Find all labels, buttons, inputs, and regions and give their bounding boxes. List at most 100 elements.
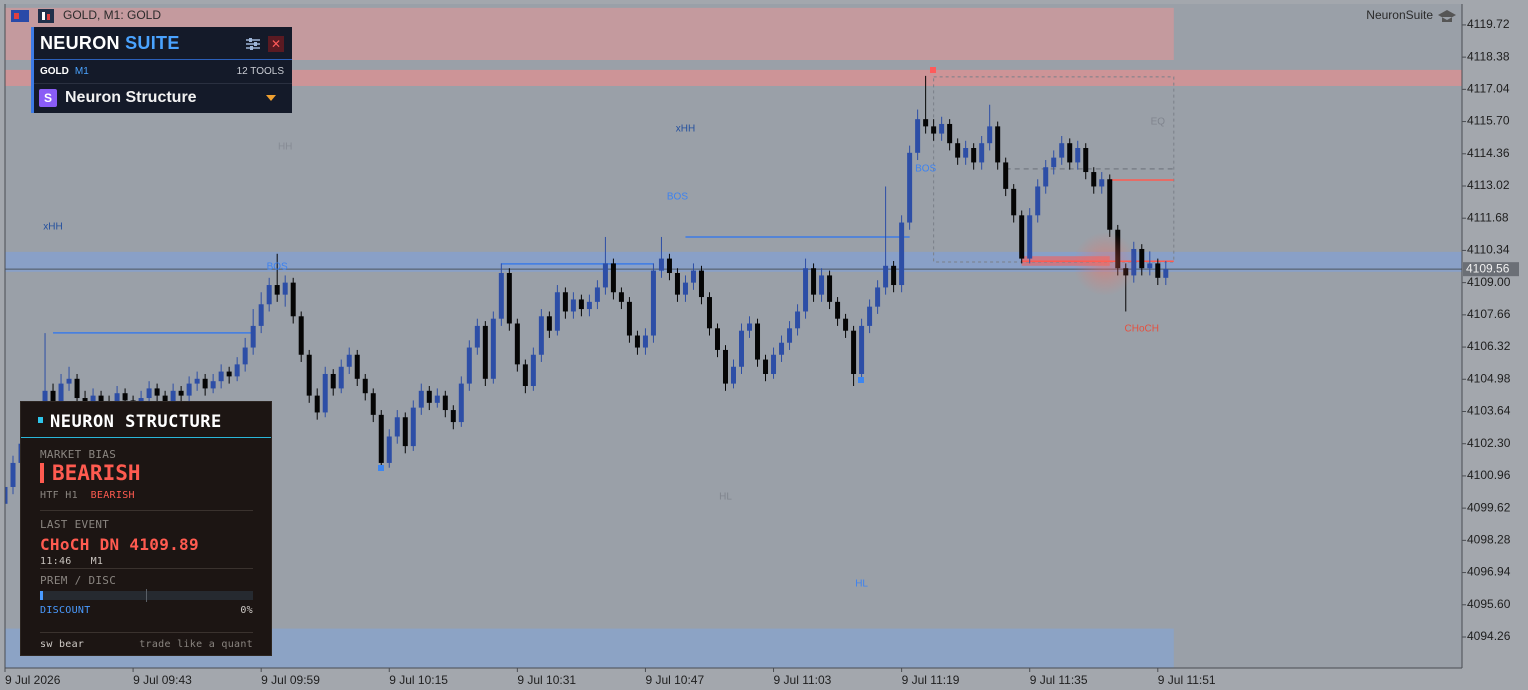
candle-body (458, 383, 464, 423)
candle-body (298, 316, 304, 355)
candle-body (827, 275, 833, 302)
candle-body (1011, 188, 1017, 216)
bias-row: BEARISH (40, 461, 141, 485)
equilibrium-box (933, 76, 1175, 263)
candle-body (562, 292, 568, 312)
candle-body (202, 378, 208, 389)
candle-body (682, 282, 688, 295)
event-meta: 11:46 M1 (40, 556, 103, 567)
y-tick-label: 4104.98 (1467, 371, 1511, 385)
candle-body (1075, 148, 1081, 163)
candle-body (546, 316, 552, 331)
price-tag (1463, 262, 1519, 277)
candle-body (10, 462, 16, 487)
x-tick-label: 9 Jul 10:47 (645, 673, 704, 687)
candle-body (434, 395, 440, 403)
settings-button[interactable] (246, 38, 260, 50)
candle-body (570, 299, 576, 312)
candle-body (554, 292, 560, 331)
structure-label: xHH (676, 124, 695, 135)
toolbar-panel: NEURON SUITE ✕ GOLD M1 12 TOOLS S Neuron St… (31, 27, 292, 113)
candle-body (690, 270, 696, 283)
candle-body (394, 417, 400, 437)
title-part: SUITE (125, 33, 180, 53)
candle-body (162, 395, 168, 403)
candle-body (258, 304, 264, 326)
event-tf: M1 (90, 556, 104, 567)
candle-body (795, 311, 801, 329)
candle-body (1043, 167, 1049, 187)
candle-body (883, 265, 889, 288)
bias-value: BEARISH (52, 461, 141, 485)
candle-body (1107, 179, 1113, 230)
candle-body (859, 325, 865, 374)
event-time: 11:46 (40, 556, 72, 567)
candle-body (1003, 162, 1009, 189)
candle-body (803, 268, 809, 312)
candle-body (594, 287, 600, 302)
y-tick-label: 4094.26 (1467, 629, 1511, 643)
candle-body (995, 126, 1001, 163)
y-tick-label: 4114.36 (1467, 146, 1510, 160)
candle-body (722, 349, 728, 384)
header-dot (38, 417, 43, 423)
brand-icon (1438, 10, 1456, 22)
candle-body (666, 258, 672, 274)
y-tick-label: 4115.70 (1467, 114, 1510, 128)
y-tick-label: 4102.30 (1467, 436, 1511, 450)
zone-mid (146, 589, 147, 602)
separator (40, 568, 253, 569)
candle-body (1091, 172, 1097, 187)
candle-body (731, 366, 736, 384)
candle-body (386, 436, 392, 463)
candle-body (234, 364, 240, 377)
candle-body (819, 275, 825, 295)
structure-label: HH (278, 141, 292, 152)
candle-body (955, 143, 961, 158)
candle-body (370, 393, 376, 415)
candle-body (170, 390, 176, 403)
candle-body (330, 373, 336, 389)
symbol: GOLD (40, 66, 69, 77)
app-icon-part (14, 13, 19, 19)
candle-body (867, 306, 873, 326)
zone (5, 69, 1462, 86)
zone-label: PREM / DISC (40, 574, 117, 587)
candle-body (787, 328, 793, 343)
y-tick-label: 4100.96 (1467, 468, 1511, 482)
candle-body (50, 390, 56, 403)
candle-body (875, 287, 881, 307)
candle-body (250, 325, 256, 348)
candle-body (354, 354, 360, 379)
brand: NeuronSuite (1366, 8, 1433, 22)
candle-body (282, 282, 288, 295)
x-tick-label: 9 Jul 09:43 (133, 673, 192, 687)
candle-body (763, 359, 769, 374)
chart-icon-part (47, 14, 50, 20)
bias-bar (40, 463, 44, 483)
candle-body (314, 395, 320, 413)
event-glow (1073, 232, 1137, 296)
toolbar-icons: ✕ (246, 36, 284, 52)
candle-body (178, 390, 184, 396)
zone-bar (40, 589, 253, 602)
structure-label: BOS (915, 164, 936, 175)
candle-body (626, 301, 632, 336)
candle-body (338, 366, 344, 389)
separator (34, 59, 292, 60)
close-button[interactable]: ✕ (268, 36, 284, 52)
candle-body (114, 393, 120, 406)
candle-body (322, 373, 328, 413)
tools-count[interactable]: 12 TOOLS (236, 66, 284, 77)
candle-body (1027, 215, 1033, 259)
candle-body (899, 222, 905, 286)
y-tick-label: 4109.00 (1467, 275, 1511, 289)
indicator-select[interactable]: S Neuron Structure (39, 87, 284, 109)
dashboard-header: NEURON STRUCTURE (21, 402, 271, 438)
candle-body (714, 328, 720, 350)
candle-body (739, 330, 745, 367)
y-tick-label: 4103.64 (1467, 404, 1511, 418)
candle-body (290, 282, 296, 317)
candle-body (306, 354, 312, 396)
